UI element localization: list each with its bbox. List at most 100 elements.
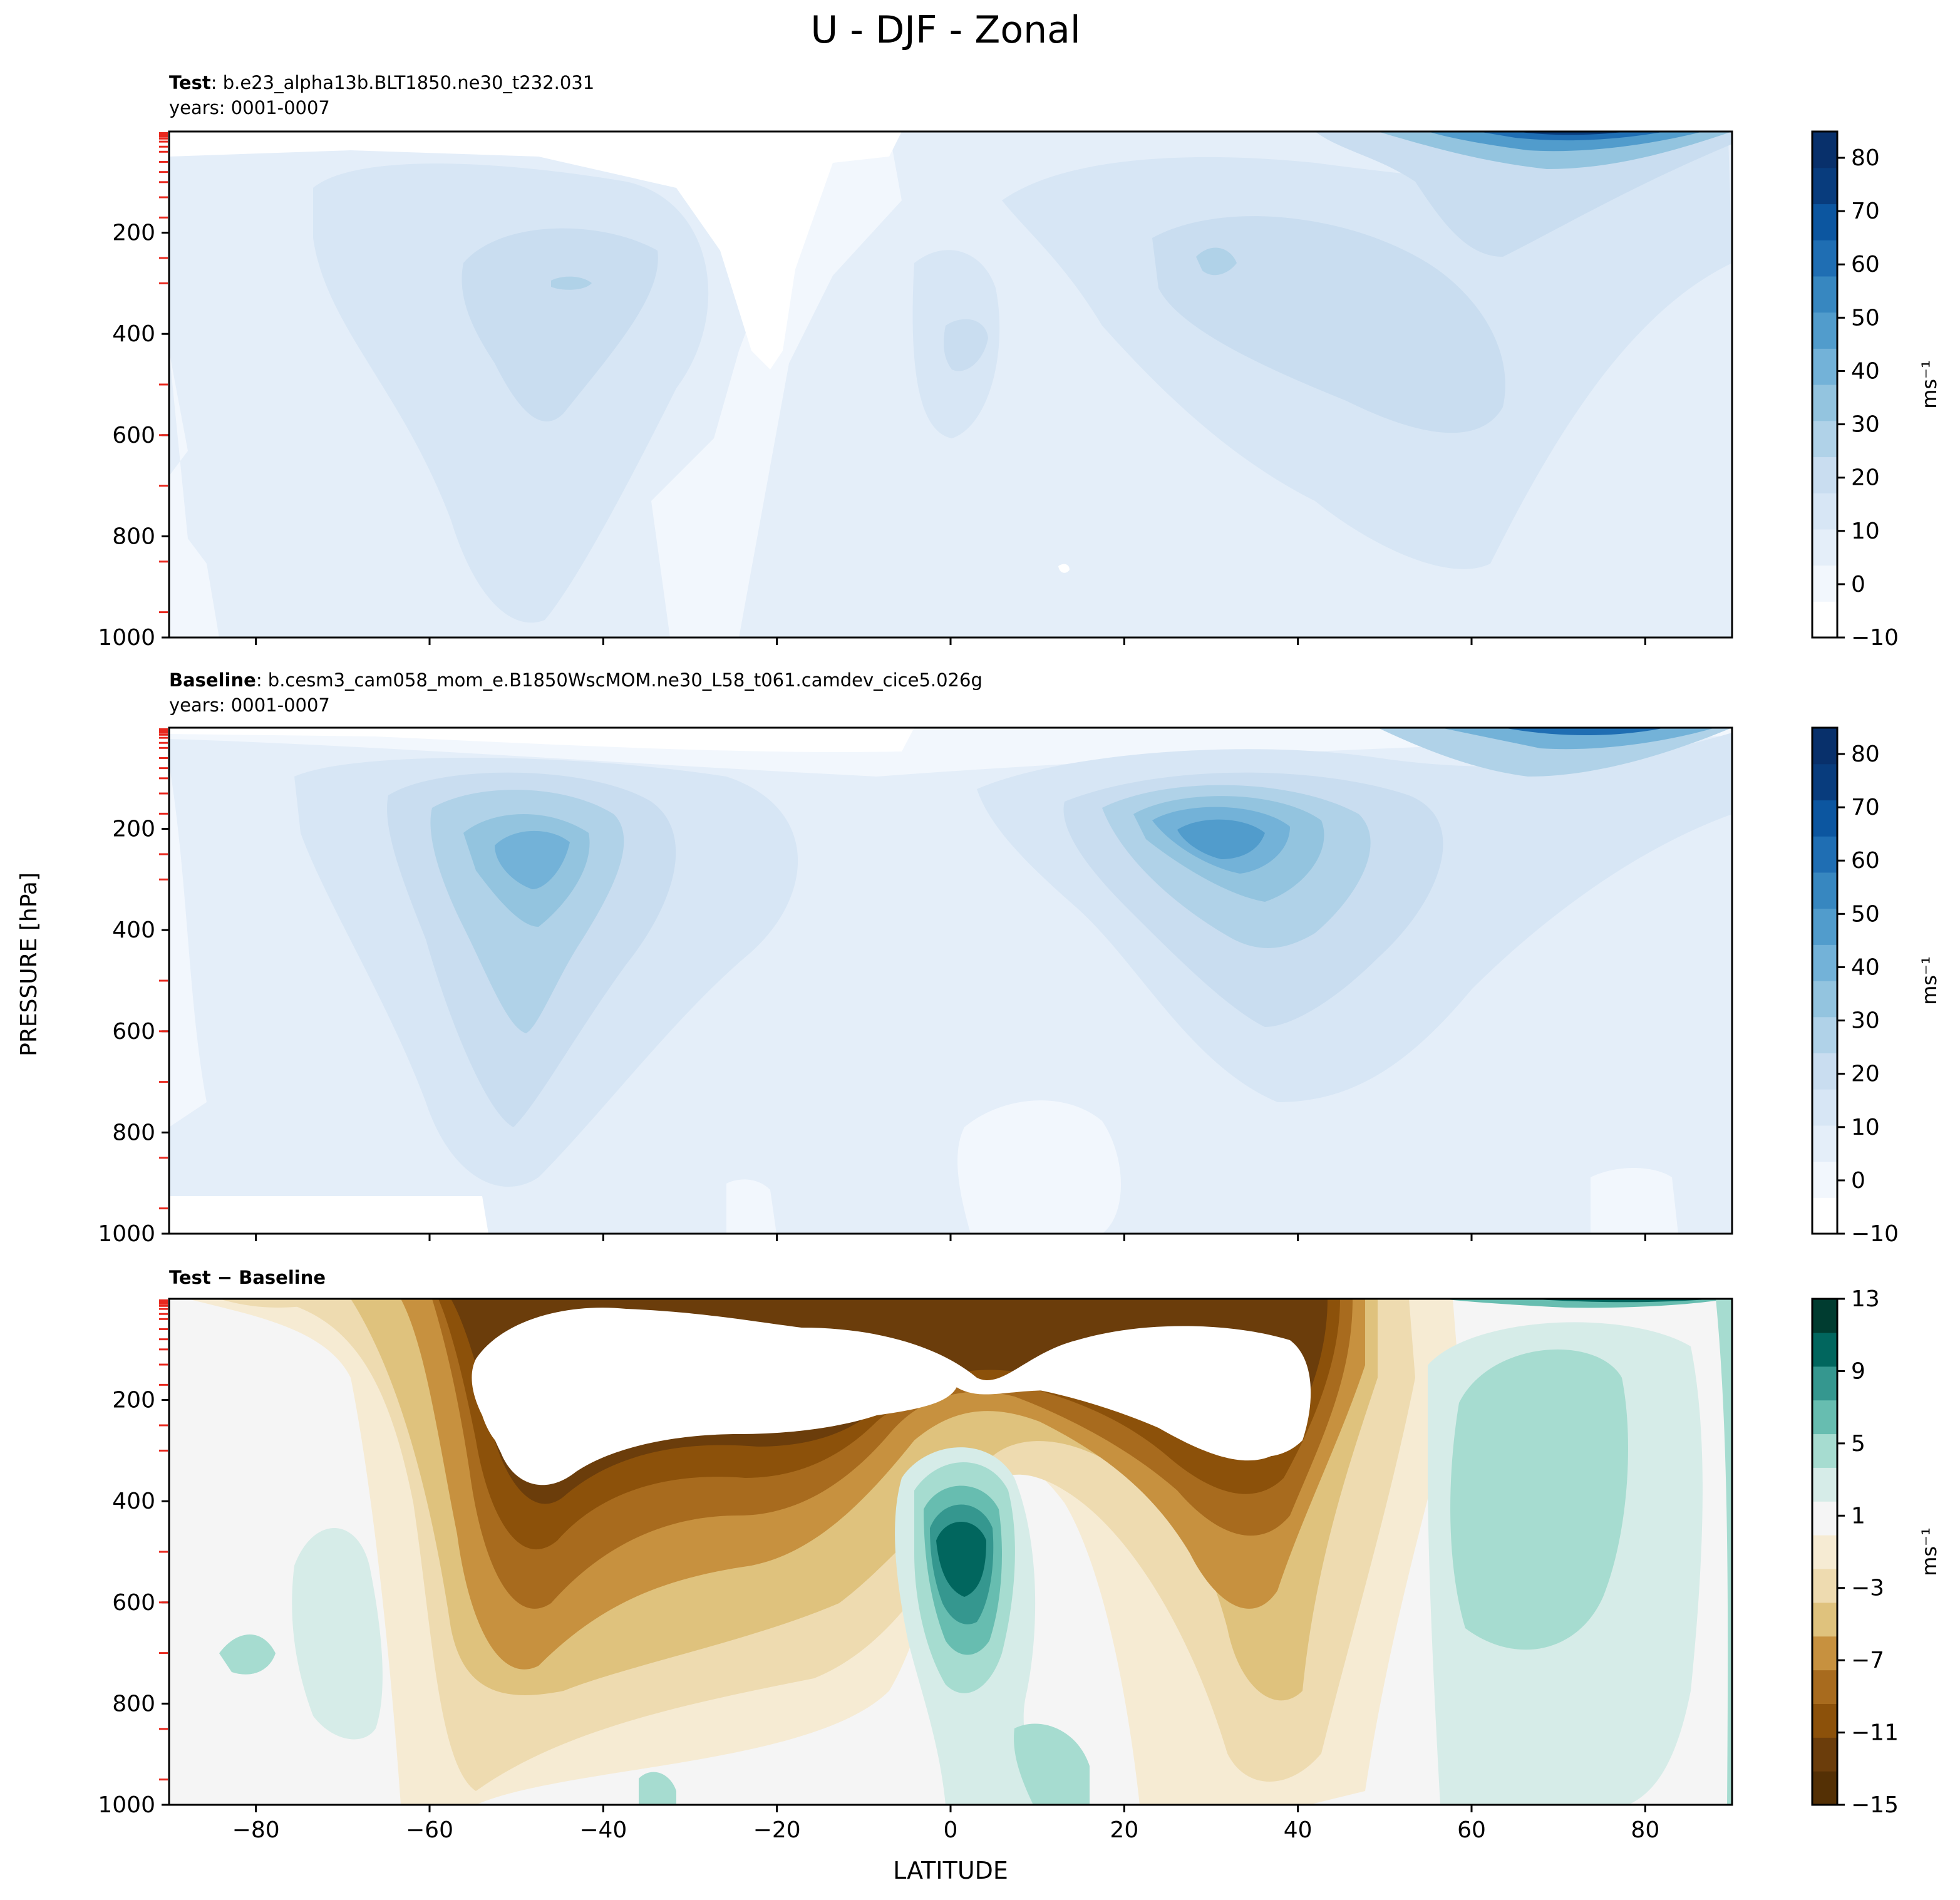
x-tick-label: 60 xyxy=(1457,1817,1486,1843)
colorbar-segment xyxy=(1812,1602,1837,1637)
colorbar-segment xyxy=(1812,1332,1837,1367)
colorbar-segment xyxy=(1812,1771,1837,1805)
colorbar-tick-label: 60 xyxy=(1851,252,1880,277)
y-tick-label: 1000 xyxy=(98,1792,155,1818)
colorbar-segment xyxy=(1812,312,1837,349)
colorbar-tick-label: 20 xyxy=(1851,465,1880,491)
panel-test-contours xyxy=(169,132,1732,638)
panel-baseline-colorbar: 80 70 60 50 40 30 20 10 0 −10 xyxy=(1811,726,1899,1247)
y-axis-label: PRESSURE [hPa] xyxy=(16,872,42,1056)
colorbar-segment xyxy=(1812,132,1837,168)
colorbar-tick-label: 13 xyxy=(1851,1286,1880,1312)
x-tick-label: 20 xyxy=(1110,1817,1138,1843)
colorbar-tick-label: 50 xyxy=(1851,305,1880,331)
x-tick-label: 40 xyxy=(1284,1817,1313,1843)
x-tick-label: −60 xyxy=(406,1817,453,1843)
colorbar-tick-label: 5 xyxy=(1851,1431,1865,1457)
panel-baseline-years: years: 0001-0007 xyxy=(169,694,330,716)
colorbar-segment xyxy=(1812,1501,1837,1536)
colorbar-segment xyxy=(1812,167,1837,205)
y-tick-label: 200 xyxy=(112,220,155,246)
y-tick-label: 200 xyxy=(112,1388,155,1413)
panel-difference-axes: 200 400 600 800 1000 −80 −60 −40 −20 0 20 40 60 80 xyxy=(98,1299,1659,1843)
colorbar-frame xyxy=(1811,130,1839,639)
colorbar-segment xyxy=(1812,1737,1837,1772)
panel-difference-colorbar: 13 9 5 1 −3 −7 −11 −15 xyxy=(1811,1286,1899,1818)
colorbar-tick-label: 20 xyxy=(1851,1061,1880,1087)
colorbar-segment xyxy=(1812,872,1837,909)
colorbar-tick-label: 50 xyxy=(1851,901,1880,927)
colorbar-tick-label: 0 xyxy=(1851,572,1865,597)
colorbar-tick-label: −10 xyxy=(1851,1221,1899,1247)
y-tick-label: 400 xyxy=(112,917,155,943)
colorbar-tick-label: 30 xyxy=(1851,412,1880,438)
colorbar-tick-label: 80 xyxy=(1851,145,1880,171)
colorbar-segment xyxy=(1812,981,1837,1018)
panel-test-axes: 200 400 600 800 1000 xyxy=(98,132,1646,651)
colorbar-tick-label: 80 xyxy=(1851,741,1880,767)
colorbar-segment xyxy=(1812,1467,1837,1502)
colorbar-tick-label: 30 xyxy=(1851,1008,1880,1034)
panel-test: Test: b.e23_alpha13b.BLT1850.ne30_t232.0… xyxy=(98,72,1941,651)
colorbar-segment xyxy=(1812,1089,1837,1126)
colorbar-segment xyxy=(1812,420,1837,458)
x-tick-label: −80 xyxy=(232,1817,280,1843)
panel-difference-colorbar-label: ms⁻¹ xyxy=(1917,1527,1941,1576)
colorbar-tick-label: 60 xyxy=(1851,848,1880,874)
y-tick-label: 400 xyxy=(112,321,155,347)
panel-test-colorbar: 80 70 60 50 40 30 20 10 0 −10 xyxy=(1811,130,1899,651)
colorbar-segment xyxy=(1812,1433,1837,1468)
panel-test-colorbar-label: ms⁻¹ xyxy=(1917,360,1941,409)
colorbar-segment xyxy=(1812,385,1837,421)
panel-difference-contours xyxy=(169,1299,1732,1805)
colorbar-segment xyxy=(1812,1366,1837,1401)
y-tick-label: 600 xyxy=(112,423,155,448)
colorbar-tick-label: −10 xyxy=(1851,625,1899,651)
panel-baseline-colorbar-label: ms⁻¹ xyxy=(1917,956,1941,1005)
colorbar-segment xyxy=(1812,601,1837,638)
colorbar-segment xyxy=(1812,240,1837,277)
colorbar-segment xyxy=(1812,1053,1837,1090)
colorbar-tick-label: −3 xyxy=(1851,1576,1884,1601)
colorbar-segment xyxy=(1812,1197,1837,1234)
colorbar-tick-label: −15 xyxy=(1851,1792,1899,1818)
colorbar-segment xyxy=(1812,1535,1837,1569)
colorbar-frame xyxy=(1811,1298,1839,1806)
colorbar-segment xyxy=(1812,763,1837,801)
colorbar-segment xyxy=(1812,1636,1837,1671)
colorbar-tick-label: 10 xyxy=(1851,519,1880,544)
colorbar-tick-label: 1 xyxy=(1851,1503,1865,1529)
colorbar-tick-label: 70 xyxy=(1851,795,1880,820)
colorbar-segment xyxy=(1812,1016,1837,1054)
x-tick-label: −40 xyxy=(579,1817,627,1843)
colorbar-segment xyxy=(1812,1670,1837,1704)
y-tick-label: 1000 xyxy=(98,1221,155,1247)
panel-baseline-axes: 200 400 600 800 1000 xyxy=(98,728,1646,1247)
y-tick-label: 800 xyxy=(112,1120,155,1145)
panel-test-years: years: 0001-0007 xyxy=(169,97,330,118)
x-tick-label: −20 xyxy=(753,1817,801,1843)
colorbar-tick-label: −7 xyxy=(1851,1648,1884,1673)
colorbar-tick-label: 9 xyxy=(1851,1358,1865,1384)
panel-difference: Test − Baseline xyxy=(98,1267,1941,1843)
colorbar-segment xyxy=(1812,276,1837,313)
colorbar-segment xyxy=(1812,1125,1837,1162)
x-tick-label: 80 xyxy=(1631,1817,1659,1843)
y-tick-label: 800 xyxy=(112,524,155,549)
colorbar-segment xyxy=(1812,1299,1837,1333)
colorbar-segment xyxy=(1812,944,1837,981)
colorbar-segment xyxy=(1812,529,1837,566)
panel-baseline: Baseline: b.cesm3_cam058_mom_e.B1850WscM… xyxy=(98,669,1941,1247)
colorbar-frame xyxy=(1811,726,1839,1235)
colorbar-segment xyxy=(1812,457,1837,493)
colorbar-segment xyxy=(1812,565,1837,602)
x-tick-label: 0 xyxy=(944,1817,958,1843)
figure-title: U - DJF - Zonal xyxy=(810,8,1080,52)
y-tick-label: 400 xyxy=(112,1489,155,1514)
colorbar-tick-label: 40 xyxy=(1851,954,1880,980)
colorbar-tick-label: 10 xyxy=(1851,1115,1880,1140)
panel-baseline-title: Baseline: b.cesm3_cam058_mom_e.B1850WscM… xyxy=(169,669,983,691)
colorbar-segment xyxy=(1812,1568,1837,1603)
y-tick-label: 600 xyxy=(112,1590,155,1616)
